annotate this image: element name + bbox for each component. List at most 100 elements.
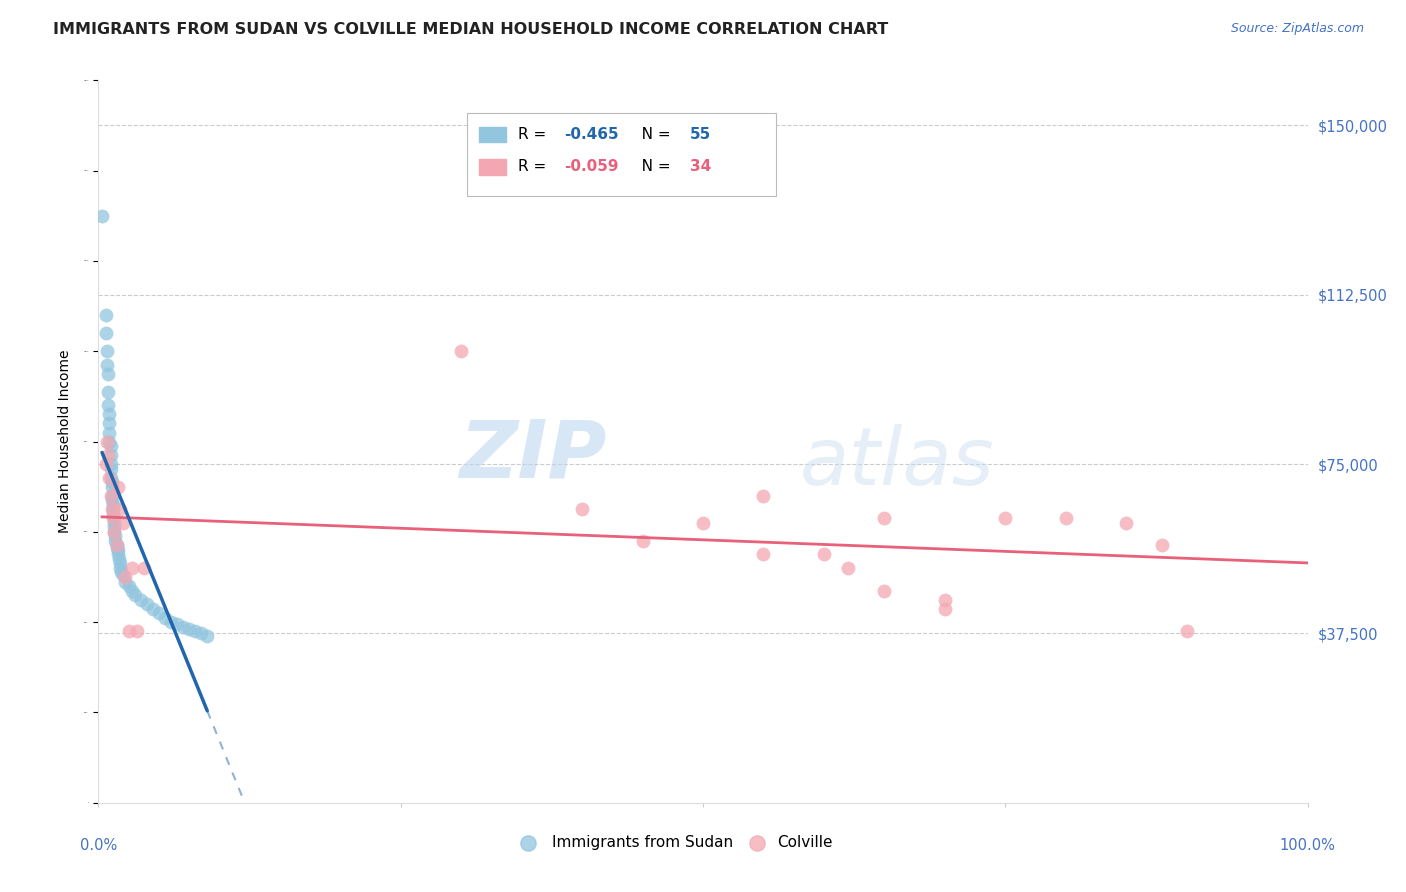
Point [114, 574, 136, 589]
Text: 0.0%: 0.0% [80, 838, 117, 853]
Point [190, 626, 212, 640]
Point [118, 579, 141, 593]
Point [94, 326, 117, 340]
Point [100, 489, 122, 503]
Point [184, 624, 207, 639]
Point [100, 475, 122, 490]
Point [94, 308, 117, 322]
Point [91, 209, 114, 223]
Point [97, 448, 120, 462]
Point [98, 470, 121, 484]
Point [692, 516, 714, 530]
Text: Source: ZipAtlas.com: Source: ZipAtlas.com [1230, 22, 1364, 36]
Point [631, 533, 654, 548]
Point [100, 470, 122, 484]
Text: -0.059: -0.059 [564, 160, 619, 175]
Point [1054, 511, 1077, 525]
Point [103, 511, 125, 525]
Text: atlas: atlas [800, 425, 994, 502]
Point [101, 511, 124, 525]
Point [104, 533, 127, 548]
Point [108, 552, 131, 566]
Point [97, 367, 120, 381]
Point [101, 502, 124, 516]
Point [114, 570, 136, 584]
Point [148, 606, 170, 620]
Point [160, 615, 183, 630]
Point [135, 597, 157, 611]
Point [107, 542, 129, 557]
Point [873, 511, 896, 525]
Point [107, 548, 129, 562]
Point [134, 561, 156, 575]
Point [172, 620, 194, 634]
Text: 55: 55 [690, 127, 711, 142]
Point [110, 566, 132, 580]
Text: Immigrants from Sudan: Immigrants from Sudan [551, 835, 733, 850]
Point [104, 529, 127, 543]
Point [179, 622, 201, 636]
Point [100, 480, 122, 494]
Point [450, 344, 472, 359]
Point [1152, 538, 1174, 552]
Point [166, 617, 188, 632]
Point [105, 538, 128, 552]
Text: ZIP: ZIP [458, 417, 606, 495]
Point [1175, 624, 1198, 639]
Text: IMMIGRANTS FROM SUDAN VS COLVILLE MEDIAN HOUSEHOLD INCOME CORRELATION CHART: IMMIGRANTS FROM SUDAN VS COLVILLE MEDIAN… [53, 22, 889, 37]
Point [101, 507, 124, 521]
Text: 34: 34 [690, 160, 711, 175]
Point [103, 524, 125, 539]
Point [129, 592, 152, 607]
Point [98, 408, 121, 422]
Point [105, 538, 128, 552]
Point [96, 358, 118, 372]
Point [994, 511, 1017, 525]
Point [100, 502, 122, 516]
Text: N =: N = [627, 160, 675, 175]
Point [111, 567, 134, 582]
Point [108, 561, 131, 575]
Point [108, 502, 131, 516]
Point [97, 384, 120, 399]
Point [108, 557, 131, 571]
Point [752, 548, 775, 562]
Point [98, 417, 121, 431]
Point [107, 480, 129, 494]
Point [100, 493, 122, 508]
Point [100, 489, 122, 503]
Point [195, 629, 218, 643]
Text: R =: R = [517, 127, 551, 142]
Point [103, 524, 125, 539]
Point [103, 520, 125, 534]
Point [103, 516, 125, 530]
Text: N =: N = [627, 127, 675, 142]
Point [100, 448, 122, 462]
Point [121, 561, 143, 575]
Point [101, 498, 124, 512]
Point [121, 583, 143, 598]
Point [97, 398, 120, 412]
Point [111, 516, 134, 530]
Point [100, 461, 122, 475]
Text: -0.465: -0.465 [564, 127, 619, 142]
Point [873, 583, 896, 598]
Point [96, 434, 118, 449]
Text: 100.0%: 100.0% [1279, 838, 1336, 853]
Point [837, 561, 859, 575]
Point [142, 601, 165, 615]
Point [934, 601, 956, 615]
Point [100, 457, 122, 471]
Point [96, 344, 118, 359]
Point [100, 439, 122, 453]
Point [153, 610, 176, 624]
Point [1115, 516, 1137, 530]
Point [571, 502, 593, 516]
Point [98, 425, 121, 440]
FancyBboxPatch shape [479, 127, 506, 143]
FancyBboxPatch shape [467, 112, 776, 196]
Point [934, 592, 956, 607]
Point [105, 541, 128, 555]
Text: Colville: Colville [776, 835, 832, 850]
Point [752, 489, 775, 503]
